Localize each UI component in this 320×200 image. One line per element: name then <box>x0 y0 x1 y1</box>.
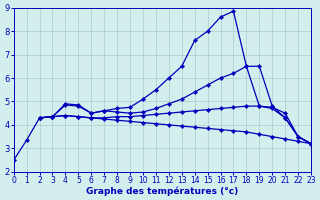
X-axis label: Graphe des températures (°c): Graphe des températures (°c) <box>86 186 238 196</box>
